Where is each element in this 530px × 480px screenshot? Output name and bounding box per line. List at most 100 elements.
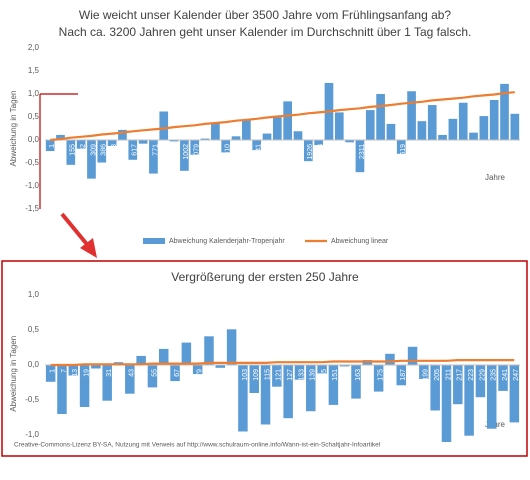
bar — [489, 99, 499, 140]
x-tick-label: 55 — [151, 369, 158, 377]
bar — [57, 365, 67, 414]
y-tick-label: -1,0 — [25, 181, 39, 190]
x-tick-label: 2388 — [369, 144, 376, 160]
bar — [376, 94, 385, 140]
bar — [56, 134, 65, 140]
arrow-shaft — [60, 212, 92, 250]
bar — [448, 118, 458, 140]
bar — [283, 101, 292, 140]
x-tick-label: 2773 — [421, 144, 428, 160]
arrow-head — [80, 238, 97, 258]
x-tick-label: 175 — [377, 369, 384, 381]
x-tick-label: 1772 — [287, 144, 294, 160]
x-tick-label: 67 — [174, 369, 181, 377]
bar — [204, 336, 214, 365]
bar — [407, 91, 416, 140]
bar — [283, 365, 293, 419]
bar — [180, 140, 189, 171]
x-tick-label: 1387 — [235, 144, 242, 160]
x-tick-label: 2619 — [400, 144, 407, 160]
bar — [159, 111, 169, 140]
bar — [66, 140, 76, 165]
x-axis-label: Jahre — [485, 173, 506, 182]
y-tick-label: 0,0 — [28, 135, 40, 144]
x-tick-label: 37 — [117, 369, 124, 377]
bar — [345, 140, 354, 143]
x-tick-label: 2542 — [390, 144, 397, 160]
bar — [242, 120, 251, 140]
bar — [272, 365, 282, 387]
bar — [118, 129, 127, 140]
x-tick-label: 1233 — [214, 144, 221, 160]
bar — [45, 365, 56, 382]
bar — [441, 365, 452, 442]
x-tick-label: 163 — [355, 369, 362, 381]
x-tick-label: 2311 — [359, 144, 366, 159]
x-tick-label: 309 — [90, 144, 97, 156]
x-tick-label: 109 — [253, 369, 260, 381]
bar — [498, 365, 508, 391]
line-series — [50, 91, 515, 142]
bar — [469, 132, 478, 140]
bar — [215, 365, 226, 368]
x-tick-label: 181 — [389, 369, 396, 381]
bar — [190, 140, 200, 155]
x-tick-label: 1695 — [276, 144, 283, 160]
bar — [128, 140, 138, 160]
x-tick-label: 232 — [80, 144, 87, 156]
x-tick-label: 19 — [83, 369, 90, 377]
legend-label: Abweichung linear — [331, 238, 389, 245]
x-tick-label: 241 — [502, 369, 509, 381]
bar — [252, 140, 262, 151]
bar — [464, 365, 474, 436]
bar — [386, 123, 396, 140]
x-tick-label: 2157 — [338, 144, 345, 160]
x-tick-label: 3235 — [483, 144, 490, 160]
x-tick-label: 91 — [219, 369, 226, 377]
bar — [453, 365, 463, 405]
x-tick-label: 235 — [491, 369, 498, 381]
x-tick-label: 463 — [111, 144, 118, 156]
x-tick-label: 3389 — [503, 144, 510, 160]
bar — [273, 117, 282, 140]
x-tick-label: 1464 — [245, 144, 252, 160]
y-tick-label: 1,0 — [28, 89, 40, 98]
bar — [365, 110, 375, 140]
x-tick-label: 121 — [276, 369, 283, 381]
bar — [91, 365, 101, 369]
x-tick-label: 2927 — [441, 144, 448, 160]
x-tick-label: 3081 — [462, 144, 469, 160]
x-tick-label: 193 — [411, 369, 418, 381]
x-tick-label: 155 — [70, 144, 77, 156]
x-tick-label: 139 — [310, 369, 317, 381]
y-tick-label: 0,5 — [28, 112, 40, 121]
bar — [200, 138, 210, 140]
bar — [396, 140, 406, 154]
x-tick-label: 540 — [121, 144, 128, 156]
x-tick-label: 2696 — [410, 144, 417, 160]
x-tick-label: 115 — [264, 369, 271, 380]
y-tick-label: 0,0 — [28, 360, 40, 369]
x-tick-label: 3158 — [472, 144, 479, 160]
bar — [458, 102, 468, 140]
y-tick-label: 0,5 — [28, 325, 40, 334]
bar — [438, 134, 447, 140]
x-tick-label: 73 — [185, 369, 192, 377]
x-tick-label: 223 — [468, 369, 475, 381]
bar — [417, 121, 427, 140]
x-tick-label: 1079 — [194, 144, 201, 160]
chart-subtitle: Nach ca. 3200 Jahren geht unser Kalender… — [59, 25, 472, 39]
bar — [351, 365, 361, 399]
bar — [136, 355, 146, 365]
x-tick-label: 211 — [445, 369, 452, 380]
x-tick-label: 43 — [129, 369, 136, 377]
bar — [373, 365, 384, 392]
y-axis-label: Abweichung in Tagen — [9, 91, 18, 167]
y-tick-label: 2,0 — [28, 43, 40, 52]
bar — [76, 140, 86, 149]
bar — [385, 353, 395, 365]
x-tick-label: 1002 — [183, 144, 190, 160]
x-tick-label: 145 — [321, 369, 328, 381]
bar — [500, 83, 509, 140]
